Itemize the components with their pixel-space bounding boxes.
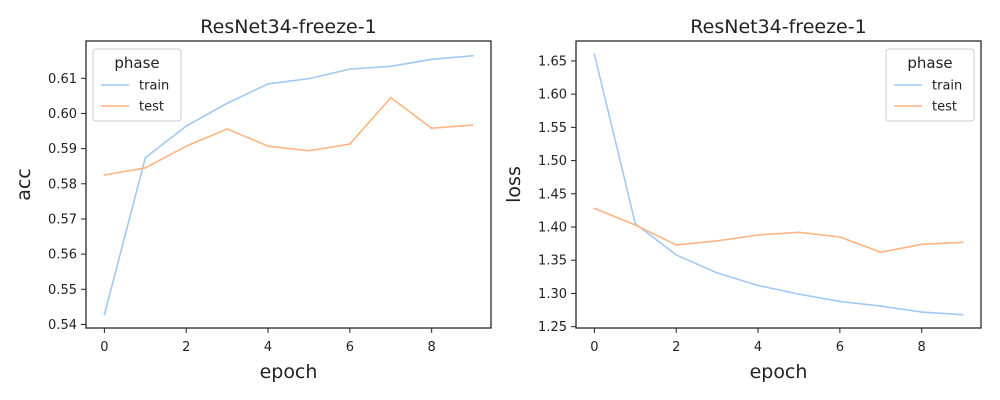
plot-frame [575,40,982,329]
data-point-train [838,300,841,303]
x-tick-label: 2 [672,340,680,355]
data-point-test [634,224,637,226]
y-tick-label: 1.50 [538,154,567,169]
data-point-test [593,207,596,210]
data-point-train [389,65,392,68]
data-point-test [471,124,474,126]
data-point-test [226,128,229,130]
y-tick-label: 0.56 [48,248,77,263]
y-tick-label: 1.60 [538,88,567,103]
x-tick-label: 6 [836,340,844,355]
series-line-train [593,53,964,316]
legend-label-test: test [932,100,957,115]
data-point-train [144,156,147,159]
y-tick-label: 0.54 [48,318,77,333]
data-point-test [920,243,923,246]
data-point-test [348,143,351,145]
chart-panel-loss: 0 2 4 6 8 1.25 1.30 1.35 1.40 1.45 1.50 1.55 1.60 1.6… [503,16,982,383]
x-tick-label: 6 [346,340,354,355]
data-point-train [961,313,964,316]
data-point-train [593,53,596,56]
plot-frame [85,40,492,329]
x-axis-label: epoch [260,361,318,383]
data-point-test [798,231,800,234]
x-tick-label: 8 [428,340,436,355]
y-tick-label: 0.61 [48,72,77,87]
chart-panel-acc: 0 2 4 6 8 0.54 0.55 0.56 0.57 0.58 0.59 0.60 0.61 Res… [13,16,492,383]
data-point-train [920,311,923,313]
y-tick-label: 1.45 [538,187,567,202]
data-point-train [471,54,474,57]
x-tick-label: 4 [754,340,762,355]
y-tick-label: 1.30 [538,287,567,302]
data-point-test [838,236,841,238]
y-axis-label: loss [503,166,525,203]
y-tick-label: 0.60 [48,107,77,122]
data-point-test [103,174,106,176]
legend-label-test: test [139,100,164,115]
data-point-test [961,241,964,244]
y-tick-label: 0.59 [48,142,77,157]
data-point-test [430,127,433,130]
legend-box [885,48,975,122]
y-tick-label: 1.55 [538,121,567,136]
data-point-train [798,293,800,296]
x-axis-label: epoch [750,361,808,383]
data-point-test [879,251,882,254]
data-point-test [757,234,759,236]
y-tick-label: 1.40 [538,221,567,236]
data-point-test [716,240,719,242]
data-point-train [757,284,759,287]
y-tick-label: 0.57 [48,212,77,227]
y-axis-label: acc [13,168,35,201]
data-point-train [185,125,188,128]
legend-label-train: train [932,79,962,94]
data-point-train [348,68,351,71]
legend: phase train test [885,48,975,122]
data-point-test [308,149,310,152]
legend-label-train: train [139,79,169,94]
x-tick-label: 2 [182,340,190,355]
data-point-train [716,271,719,274]
data-point-test [267,145,269,148]
x-tick-label: 0 [590,340,598,355]
y-tick-label: 1.25 [538,320,567,335]
x-tick-label: 8 [918,340,926,355]
data-point-train [226,102,229,105]
data-point-train [267,83,269,85]
chart-title: ResNet34-freeze-1 [200,16,376,38]
series-line-test [593,207,964,254]
y-tick-label: 0.55 [48,283,77,298]
legend: phase train test [92,48,182,122]
legend-title: phase [907,54,952,72]
series-line-train [103,54,474,316]
y-tick-label: 0.58 [48,177,77,192]
x-tick-label: 4 [264,340,272,355]
chart-title: ResNet34-freeze-1 [690,16,866,38]
data-point-train [879,305,882,307]
data-point-test [675,244,678,246]
x-tick-label: 0 [100,340,108,355]
data-point-train [430,58,433,61]
data-point-test [389,96,392,99]
data-point-train [103,313,106,316]
y-tick-label: 1.35 [538,254,567,269]
data-point-train [675,254,678,256]
data-point-test [185,145,188,148]
y-tick-label: 1.65 [538,54,567,69]
legend-title: phase [114,54,159,72]
data-point-test [144,167,147,169]
data-point-train [308,77,310,80]
series-line-test [103,96,474,176]
legend-box [92,48,182,122]
